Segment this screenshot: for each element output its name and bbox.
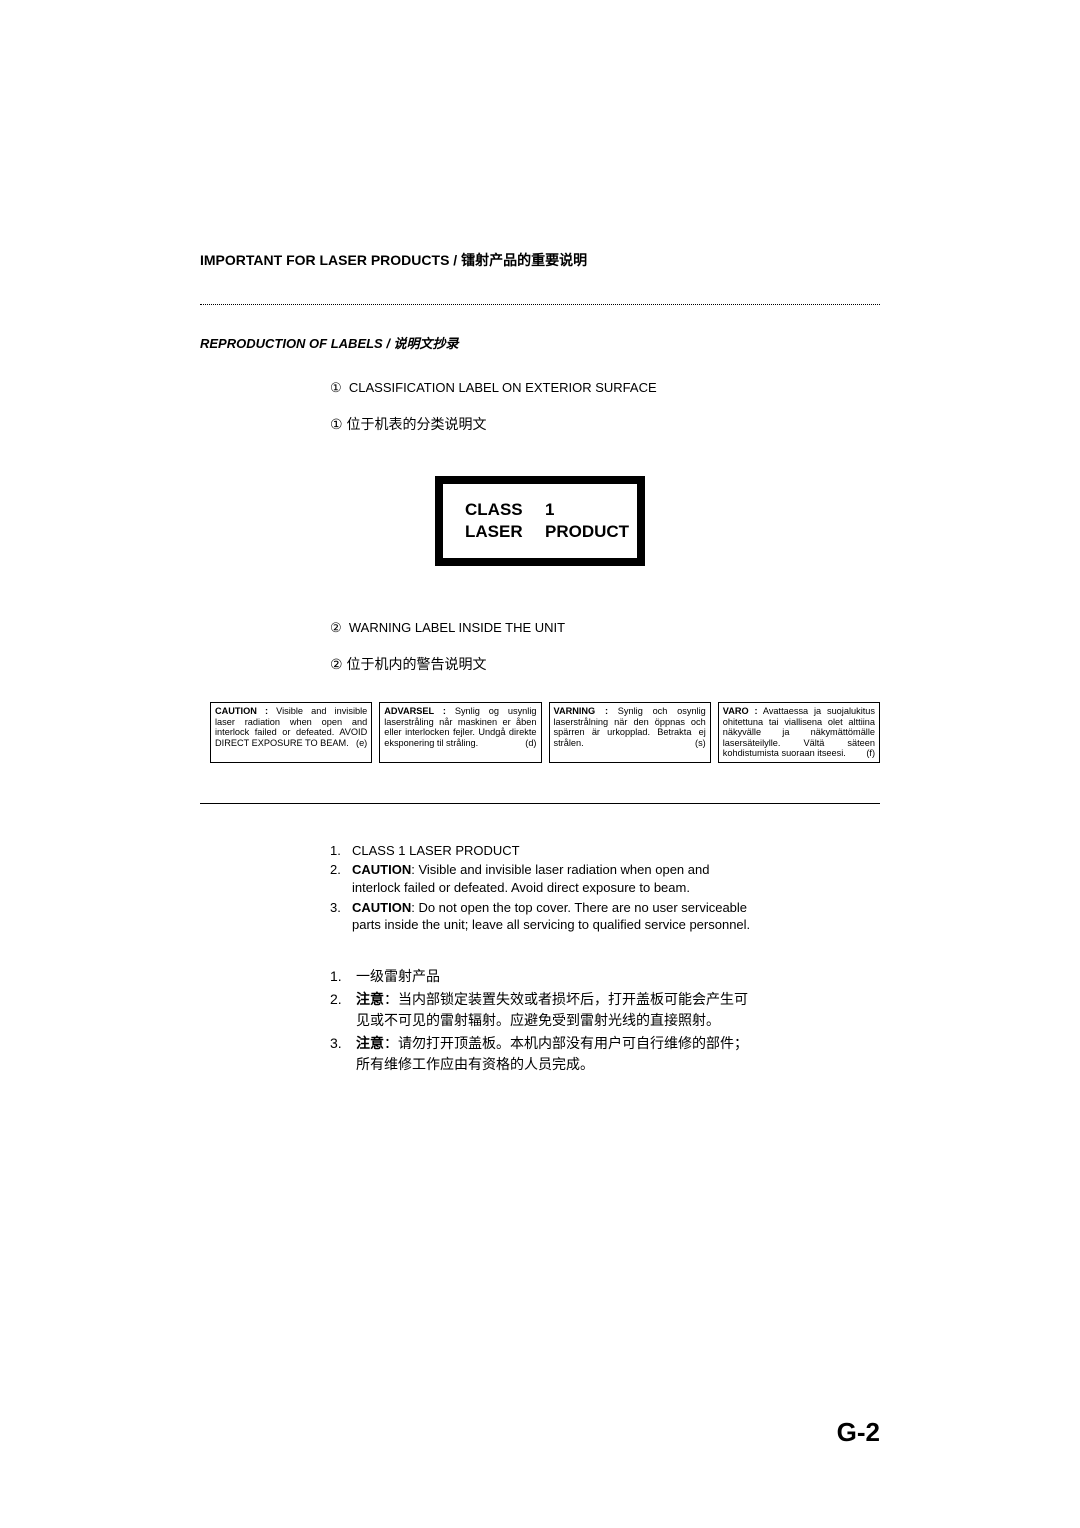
notes-en: 1. CLASS 1 LASER PRODUCT 2. CAUTION: Vis…	[330, 842, 880, 934]
note-en-2-text: CAUTION: Do not open the top cover. Ther…	[352, 899, 752, 934]
note-en-0-text: CLASS 1 LASER PRODUCT	[352, 842, 520, 860]
note-cn-2-body: ：请勿打开顶盖板。本机内部没有用户可自行维修的部件；所有维修工作应由有资格的人员…	[356, 1035, 748, 1072]
class-label-r1-left: CLASS	[465, 499, 545, 521]
label2-cn-text: 位于机内的警告说明文	[346, 656, 486, 672]
warning-box-3: VARO : Avattaessa ja suojalukitus ohitet…	[718, 702, 880, 763]
note-en-2-body: : Do not open the top cover. There are n…	[352, 900, 750, 933]
note-en-1-bold: CAUTION	[352, 862, 411, 877]
page-number: G-2	[837, 1417, 880, 1448]
class-label-r2-left: LASER	[465, 521, 545, 543]
label1-en: ① CLASSIFICATION LABEL ON EXTERIOR SURFA…	[330, 380, 880, 396]
class-label-r1-right: 1	[545, 499, 554, 521]
warning-code-2: (s)	[695, 738, 706, 749]
note-cn-2: 3. 注意：请勿打开顶盖板。本机内部没有用户可自行维修的部件；所有维修工作应由有…	[330, 1033, 880, 1075]
note-cn-0-num: 1.	[330, 966, 356, 987]
label2-block: ② WARNING LABEL INSIDE THE UNIT ② 位于机内的警…	[330, 620, 880, 674]
note-en-1-text: CAUTION: Visible and invisible laser rad…	[352, 861, 752, 896]
note-cn-0-text: 一级雷射产品	[356, 966, 440, 987]
note-cn-2-num: 3.	[330, 1033, 356, 1075]
class-label-box: CLASS 1 LASER PRODUCT	[435, 476, 645, 566]
class-label-row1: CLASS 1	[465, 499, 637, 521]
warning-title-3: VARO :	[723, 706, 758, 716]
subsection-title: REPRODUCTION OF LABELS / 说明文抄录	[200, 333, 880, 352]
warning-code-0: (e)	[356, 738, 367, 749]
label2-num: ②	[330, 620, 342, 636]
note-cn-1-body: ：当内部锁定装置失效或者损坏后，打开盖板可能会产生可见或不可见的雷射辐射。应避免…	[356, 991, 748, 1028]
class-label-r2-right: PRODUCT	[545, 521, 629, 543]
notes-cn: 1. 一级雷射产品 2. 注意：当内部锁定装置失效或者损坏后，打开盖板可能会产生…	[330, 966, 880, 1075]
warning-box-2: VARNING : Synlig och osynlig laserstråln…	[549, 702, 711, 763]
dotted-divider	[200, 304, 880, 305]
section-title: IMPORTANT FOR LASER PRODUCTS / 镭射产品的重要说明	[200, 250, 880, 270]
warning-title-1: ADVARSEL :	[384, 706, 446, 716]
label1-cn-text: 位于机表的分类说明文	[346, 416, 486, 432]
note-en-2-bold: CAUTION	[352, 900, 411, 915]
label1-cn: ① 位于机表的分类说明文	[330, 414, 880, 434]
label2-en-text: WARNING LABEL INSIDE THE UNIT	[349, 620, 565, 635]
note-cn-0: 1. 一级雷射产品	[330, 966, 880, 987]
warning-title-0: CAUTION :	[215, 706, 268, 716]
warning-box-0: CAUTION : Visible and invisible laser ra…	[210, 702, 372, 763]
note-en-2: 3. CAUTION: Do not open the top cover. T…	[330, 899, 880, 934]
note-cn-1-bold: 注意	[356, 991, 384, 1007]
label2-en: ② WARNING LABEL INSIDE THE UNIT	[330, 620, 880, 636]
note-cn-1-num: 2.	[330, 989, 356, 1031]
note-cn-2-bold: 注意	[356, 1035, 384, 1051]
warning-labels: CAUTION : Visible and invisible laser ra…	[210, 702, 880, 763]
note-cn-1: 2. 注意：当内部锁定装置失效或者损坏后，打开盖板可能会产生可见或不可见的雷射辐…	[330, 989, 880, 1031]
note-en-2-num: 3.	[330, 899, 352, 934]
note-en-0-num: 1.	[330, 842, 352, 860]
label1-num-cn: ①	[330, 416, 343, 433]
warning-code-3: (f)	[866, 748, 875, 759]
class-label-row2: LASER PRODUCT	[465, 521, 637, 543]
solid-divider	[200, 803, 880, 804]
note-en-0: 1. CLASS 1 LASER PRODUCT	[330, 842, 880, 860]
warning-box-1: ADVARSEL : Synlig og usynlig laserstråli…	[379, 702, 541, 763]
label2-num-cn: ②	[330, 656, 343, 673]
label1-block: ① CLASSIFICATION LABEL ON EXTERIOR SURFA…	[330, 380, 880, 434]
label1-en-text: CLASSIFICATION LABEL ON EXTERIOR SURFACE	[349, 380, 657, 395]
label1-num: ①	[330, 380, 342, 396]
label2-cn: ② 位于机内的警告说明文	[330, 654, 880, 674]
warning-code-1: (d)	[525, 738, 536, 749]
note-cn-2-text: 注意：请勿打开顶盖板。本机内部没有用户可自行维修的部件；所有维修工作应由有资格的…	[356, 1033, 756, 1075]
note-en-1: 2. CAUTION: Visible and invisible laser …	[330, 861, 880, 896]
note-en-1-num: 2.	[330, 861, 352, 896]
warning-title-2: VARNING :	[554, 706, 609, 716]
note-cn-1-text: 注意：当内部锁定装置失效或者损坏后，打开盖板可能会产生可见或不可见的雷射辐射。应…	[356, 989, 756, 1031]
